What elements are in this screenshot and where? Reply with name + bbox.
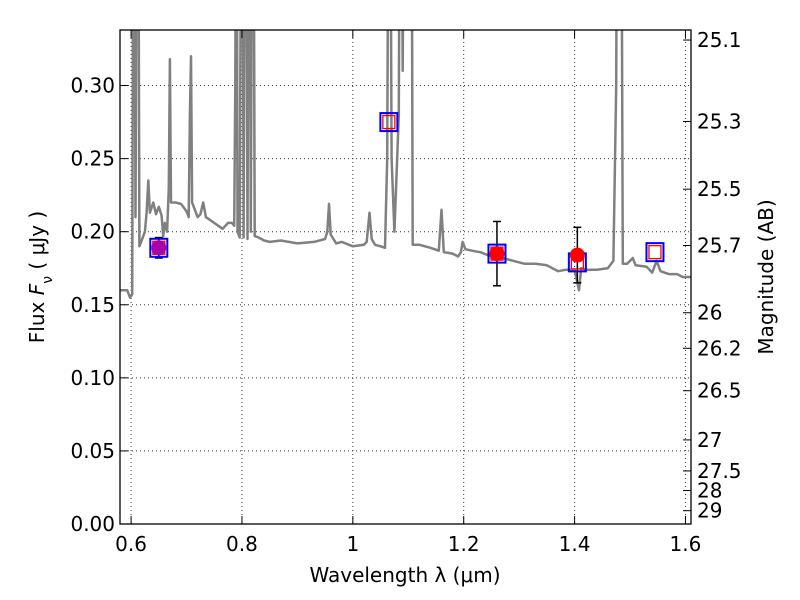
y-tick-label: 0.05	[70, 439, 115, 463]
model-flux-inner-square	[382, 114, 396, 130]
y-tick-label: 0.10	[70, 366, 115, 390]
observed-flux-point	[151, 240, 167, 256]
tick-layer: 0.6 0.8 1 1.2 1.4 1.6 0.00 0.05 0.10 0.15 0.20 0.25…	[70, 28, 741, 556]
x-tick-label: 1.2	[448, 532, 480, 556]
observed-flux-point	[569, 247, 585, 263]
x-tick-label: 0.6	[115, 532, 147, 556]
y2-tick-label: 26.2	[697, 336, 742, 360]
x-tick-label: 1	[346, 532, 359, 556]
model-flux-square	[149, 237, 169, 258]
y-axis-label-suffix: ( μJy )	[25, 211, 49, 276]
y-axis-label: Flux Fν ( μJy )	[25, 211, 56, 343]
plot-frame	[119, 29, 692, 525]
marker-layer	[149, 112, 665, 287]
y2-tick-label: 26	[697, 301, 722, 325]
y2-tick-label: 25.3	[697, 109, 742, 133]
y2-tick-label: 25.7	[697, 234, 742, 258]
y-tick-label: 0.30	[70, 74, 115, 98]
y2-tick-label: 27.5	[697, 459, 742, 483]
y-tick-label: 0.15	[70, 293, 115, 317]
y2-tick-label: 28	[697, 479, 722, 503]
x-tick-label: 1.4	[559, 532, 591, 556]
y2-tick-label: 27	[697, 428, 722, 452]
observed-flux-point	[489, 246, 505, 262]
y-tick-label: 0.20	[70, 220, 115, 244]
model-flux-inner-square	[648, 245, 662, 260]
y-axis-label-prefix: Flux	[25, 295, 49, 343]
model-flux-square	[379, 112, 399, 133]
y2-tick-label: 26.5	[697, 379, 742, 403]
model-flux-square	[487, 243, 507, 264]
y2-tick-label: 25.1	[697, 28, 742, 52]
model-flux-square	[645, 242, 665, 263]
x-axis-label: Wavelength λ (μm)	[309, 563, 500, 587]
y-axis-label-symbol: F	[25, 283, 49, 295]
x-tick-label: 0.8	[226, 532, 258, 556]
y2-tick-label: 25.5	[697, 177, 742, 201]
y-tick-label: 0.25	[70, 147, 115, 171]
y-tick-label: 0.00	[70, 512, 115, 536]
x-tick-label: 1.6	[670, 532, 702, 556]
y2-axis-label: Magnitude (AB)	[754, 199, 778, 354]
y-axis-label-subscript: ν	[40, 276, 56, 284]
y2-tick-label: 29	[697, 499, 722, 523]
